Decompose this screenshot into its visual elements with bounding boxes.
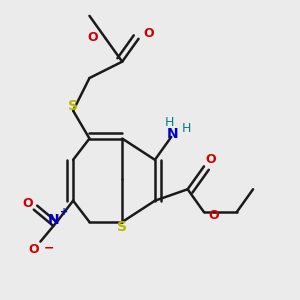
Text: H: H xyxy=(165,116,174,129)
Text: +: + xyxy=(60,207,68,217)
Text: O: O xyxy=(28,243,39,256)
Text: O: O xyxy=(208,209,219,222)
Text: O: O xyxy=(22,197,33,211)
Text: O: O xyxy=(87,31,98,44)
Text: S: S xyxy=(117,220,127,234)
Text: N: N xyxy=(48,213,59,227)
Text: −: − xyxy=(43,242,54,255)
Text: S: S xyxy=(68,99,78,113)
Text: O: O xyxy=(205,153,216,166)
Text: O: O xyxy=(143,27,154,40)
Text: N: N xyxy=(167,127,179,141)
Text: H: H xyxy=(181,122,191,135)
